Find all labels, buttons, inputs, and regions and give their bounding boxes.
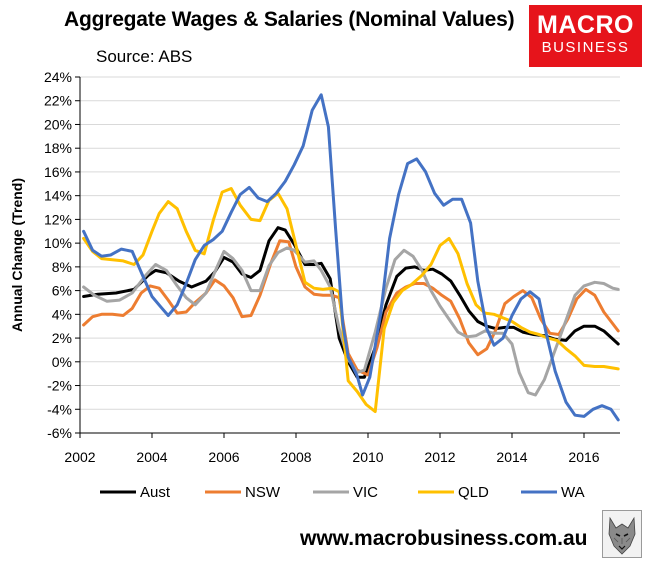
macrobusiness-logo: MACRO BUSINESS [529, 5, 642, 67]
y-tick-label: 0% [52, 354, 72, 370]
y-tick-label: 10% [44, 235, 72, 251]
x-tick-label: 2012 [424, 449, 455, 465]
y-axis-title: Annual Change (Trend) [9, 178, 25, 332]
y-tick-label: 6% [52, 283, 72, 299]
x-tick-label: 2010 [352, 449, 383, 465]
y-tick-label: 2% [52, 330, 72, 346]
legend-label-aust: Aust [140, 484, 171, 501]
series-line-aust [82, 226, 620, 379]
series-line-vic [82, 246, 620, 397]
x-tick-label: 2006 [208, 449, 239, 465]
legend-label-wa: WA [561, 484, 585, 501]
y-tick-label: 4% [52, 306, 72, 322]
chart-title: Aggregate Wages & Salaries (Nominal Valu… [64, 8, 515, 31]
y-tick-label: 24% [44, 69, 72, 85]
y-tick-label: 14% [44, 188, 72, 204]
series-line-nsw [82, 239, 620, 377]
x-tick-label: 2014 [496, 449, 527, 465]
y-tick-label: -2% [47, 378, 72, 394]
logo-line-1: MACRO [537, 11, 634, 39]
series-line-qld [82, 187, 620, 414]
y-tick-label: 22% [44, 93, 72, 109]
y-tick-label: 16% [44, 164, 72, 180]
x-tick-label: 2002 [64, 449, 95, 465]
logo-line-2: BUSINESS [541, 39, 630, 56]
y-tick-label: 18% [44, 140, 72, 156]
chart-subtitle: Source: ABS [96, 47, 193, 66]
wolf-logo-icon [602, 510, 642, 558]
x-tick-label: 2008 [280, 449, 311, 465]
series-line-wa [82, 93, 620, 422]
y-tick-label: -6% [47, 425, 72, 441]
y-tick-label: 20% [44, 116, 72, 132]
x-tick-label: 2016 [568, 449, 599, 465]
y-tick-label: -4% [47, 401, 72, 417]
legend-label-vic: VIC [353, 484, 378, 501]
footer-url: www.macrobusiness.com.au [300, 527, 588, 550]
y-tick-label: 8% [52, 259, 72, 275]
y-tick-label: 12% [44, 211, 72, 227]
x-tick-label: 2004 [136, 449, 167, 465]
line-chart: 24% 22% 20% 18% 16% 14% 12% 10% 8% 6% 4% 2% 0% -2% -4%… [9, 69, 620, 501]
legend-label-nsw: NSW [245, 484, 281, 501]
legend-label-qld: QLD [458, 484, 489, 501]
